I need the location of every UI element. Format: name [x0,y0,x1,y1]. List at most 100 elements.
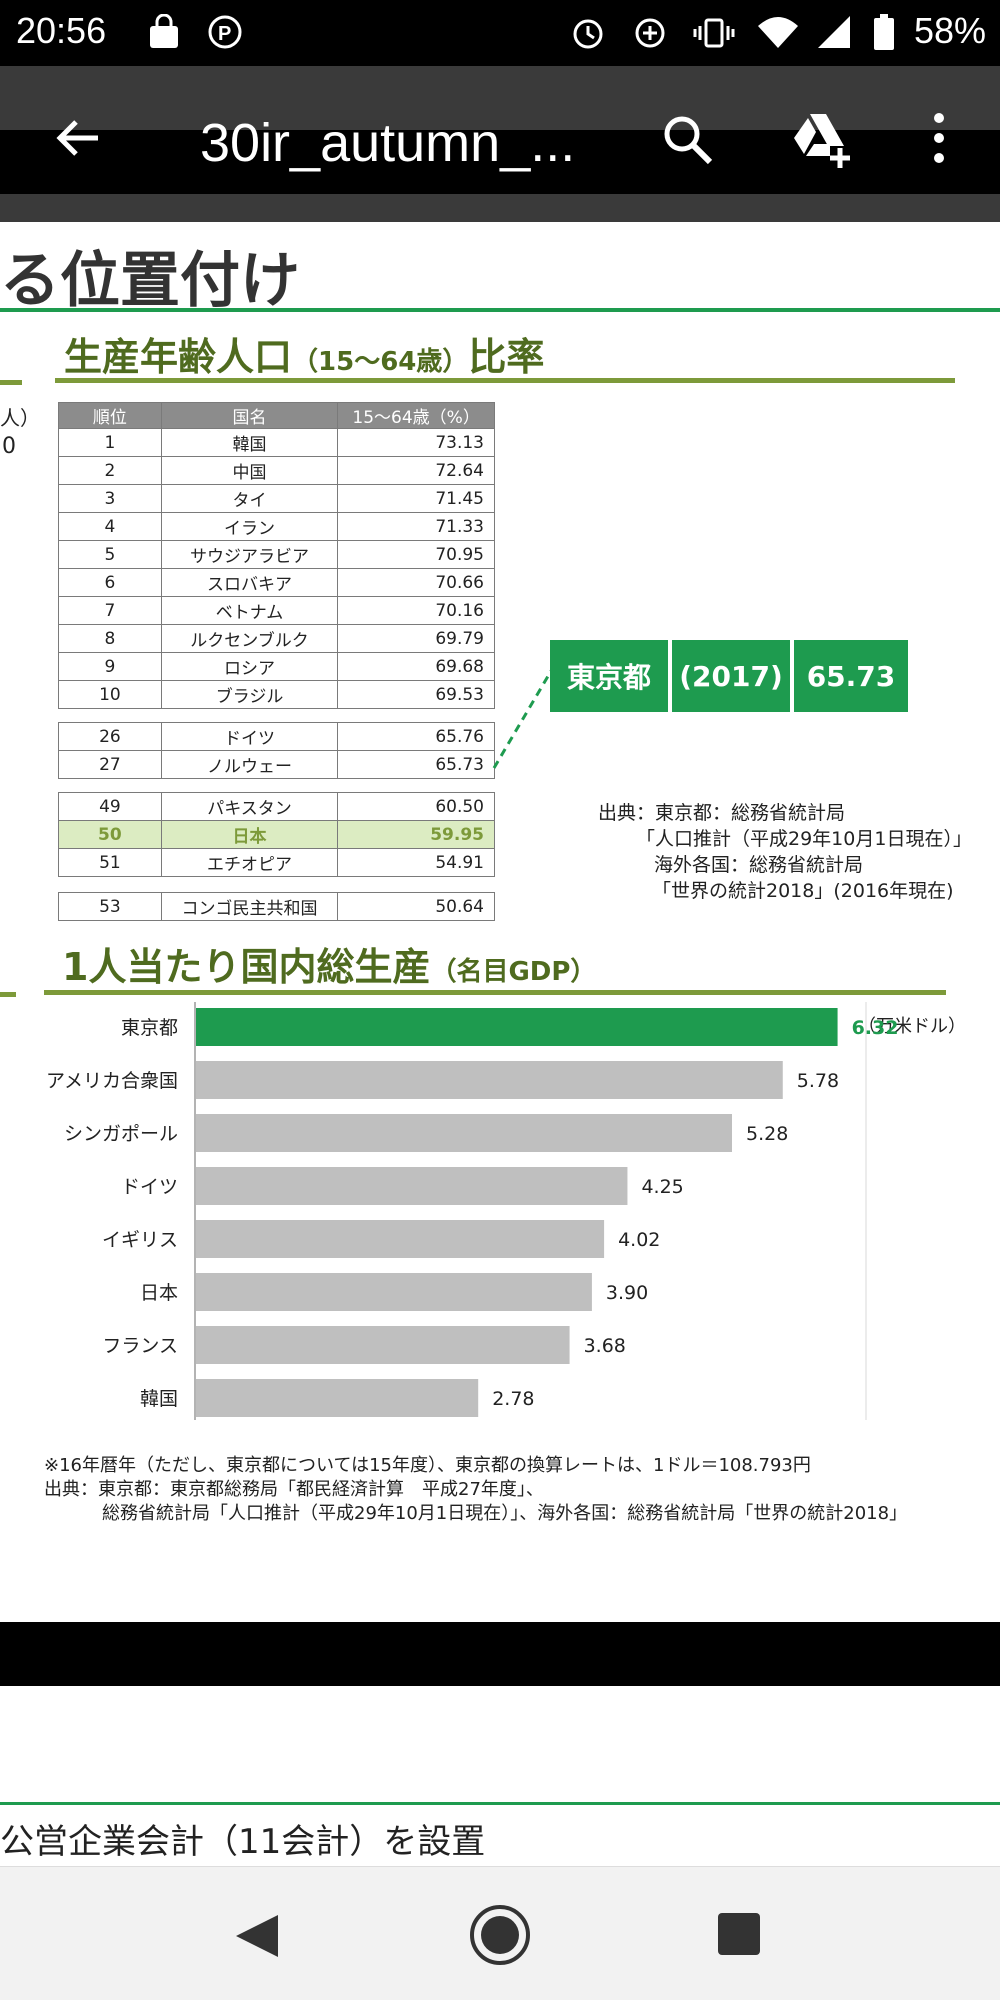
back-arrow-icon[interactable] [52,112,104,164]
more-vert-icon[interactable] [924,110,954,166]
column-header: 国名 [160,402,339,429]
table-row: 26 ドイツ 65.76 [58,722,495,751]
table-row: 5 サウジアラビア 70.95 [58,540,495,569]
data-saver-icon [635,18,665,48]
section2-title: 1人当たり国内総生産（名目GDP） [62,945,597,989]
battery-percent: 58% [913,10,986,51]
category-label: アメリカ合衆国 [46,1070,178,1092]
status-bar: 20:56 P 58% [0,0,1000,66]
document-page[interactable]: る位置付け 人） 0 生産年齢人口（15～64歳）比率 順位 国名 15～64歳… [0,222,1000,1622]
table-row: 3 タイ 71.45 [58,484,495,513]
toolbar-shade-lower [0,194,1000,222]
left-edge-rule-2 [0,992,16,997]
rank-table-top: 順位 国名 15～64歳（%） 1 韓国 73.13 2 中国 72.64 3 タイ 71.… [58,402,495,709]
category-label: ドイツ [121,1176,178,1198]
bar-7 [196,1379,479,1417]
market-icon [150,14,178,48]
status-time: 20:56 [16,10,107,51]
chart-note: ※16年暦年（ただし、東京都については15年度）、東京都の換算レートは、1ドル＝… [44,1455,811,1476]
table-row: 2 中国 72.64 [58,456,495,485]
add-to-drive-icon[interactable] [790,110,852,168]
rank-table-mid: 26 ドイツ 65.76 27 ノルウェー 65.73 [58,722,495,779]
value-label: 5.78 [797,1070,839,1092]
left-edge-rule [0,380,22,385]
left-edge-unit: 人） [0,406,40,430]
table-row: 51 エチオピア 54.91 [58,848,495,877]
chart-source: 出典：東京都：東京都総務局「都民経済計算 平成27年度」、 [44,1479,544,1500]
page-headline: る位置付け [0,246,300,316]
category-label: フランス [102,1335,178,1357]
app-bar: 30ir_autumn_... [0,113,1000,194]
table-row: 8 ルクセンブルク 69.79 [58,624,495,653]
source-line: 「人口推計（平成29年10月1日現在）」 [636,828,972,850]
search-icon[interactable] [660,112,714,166]
category-label: 日本 [140,1282,178,1304]
value-label: 2.78 [492,1388,534,1410]
bar-2 [196,1114,732,1152]
section2-rule [44,990,946,995]
table-row: 49 パキスタン 60.50 [58,792,495,821]
value-label: 4.02 [618,1229,660,1251]
section1-rule [55,378,955,383]
bar-5 [196,1273,592,1311]
table-row: 27 ノルウェー 65.73 [58,750,495,779]
wifi-icon [758,17,798,48]
bar-6 [196,1326,570,1364]
category-label: 韓国 [140,1388,178,1410]
system-nav-bar [0,1866,1000,2000]
document-title: 30ir_autumn_... [200,113,576,173]
alarm-icon [573,19,603,49]
nav-back-icon[interactable] [232,1911,282,1961]
svg-text:P: P [218,23,231,45]
table-row: 9 ロシア 69.68 [58,652,495,681]
next-page-title: 公営企業会計（11会計）を設置 [0,1822,486,1862]
value-label: 3.68 [584,1335,626,1357]
left-edge-value: 0 [2,434,16,459]
next-page[interactable]: 公営企業会計（11会計）を設置 [0,1686,1000,1866]
table-row: 10 ブラジル 69.53 [58,680,495,709]
battery-icon [874,14,894,50]
table-row: 53 コンゴ民主共和国 50.64 [58,892,495,921]
gdp-bar-chart: （万米ドル） 東京都 6.32 アメリカ合衆国 5.78 シンガポール 5.28 ドイツ 4.… [46,1002,966,1420]
rank-table-bottom: 53 コンゴ民主共和国 50.64 [58,892,495,921]
category-label: 東京都 [121,1017,178,1039]
value-label: 5.28 [746,1123,788,1145]
column-header: 15～64歳（%） [337,402,495,429]
bar-1 [196,1061,783,1099]
source-line: 「世界の統計2018」(2016年現在) [652,880,954,902]
table-row: 1 韓国 73.13 [58,428,495,457]
page-gap [0,1622,1000,1686]
category-label: イギリス [102,1229,178,1251]
table-row: 7 ベトナム 70.16 [58,596,495,625]
headline-rule [0,308,1000,312]
table-header: 順位 国名 15～64歳（%） [58,402,495,429]
bar-0 [196,1008,838,1046]
chart-source-cont: 総務省統計局「人口推計（平成29年10月1日現在）」、海外各国：総務省統計局「世… [102,1503,908,1524]
signal-icon [818,16,850,48]
nav-home-icon[interactable] [468,1903,532,1967]
source-line: 出典：東京都：総務省統計局 [598,802,846,824]
tokyo-year-box: (2017) [672,640,790,712]
bar-4 [196,1220,605,1258]
table-row-japan: 50 日本 59.95 [58,820,495,849]
value-label: 6.32 [852,1017,899,1039]
toolbar-shade [0,66,1000,130]
nav-recents-icon[interactable] [716,1911,762,1957]
next-page-rule [0,1802,1000,1805]
tokyo-value-box: 65.73 [794,640,908,712]
table-row: 6 スロバキア 70.66 [58,568,495,597]
vibrate-icon [693,18,735,48]
p-club-icon: P [208,15,242,49]
tokyo-label-box: 東京都 [550,640,668,712]
section1-title: 生産年齢人口（15～64歳）比率 [64,335,545,379]
bar-3 [196,1167,628,1205]
value-label: 4.25 [641,1176,683,1198]
category-label: シンガポール [64,1123,178,1145]
tokyo-connector-line [492,665,556,769]
source-line: 海外各国：総務省統計局 [654,854,864,876]
rank-table-japan: 49 パキスタン 60.50 50 日本 59.95 51 エチオピア 54.91 [58,792,495,877]
chart-unit-label: （万米ドル） [858,1016,966,1037]
column-header: 順位 [58,402,162,429]
value-label: 3.90 [606,1282,648,1304]
table-row: 4 イラン 71.33 [58,512,495,541]
